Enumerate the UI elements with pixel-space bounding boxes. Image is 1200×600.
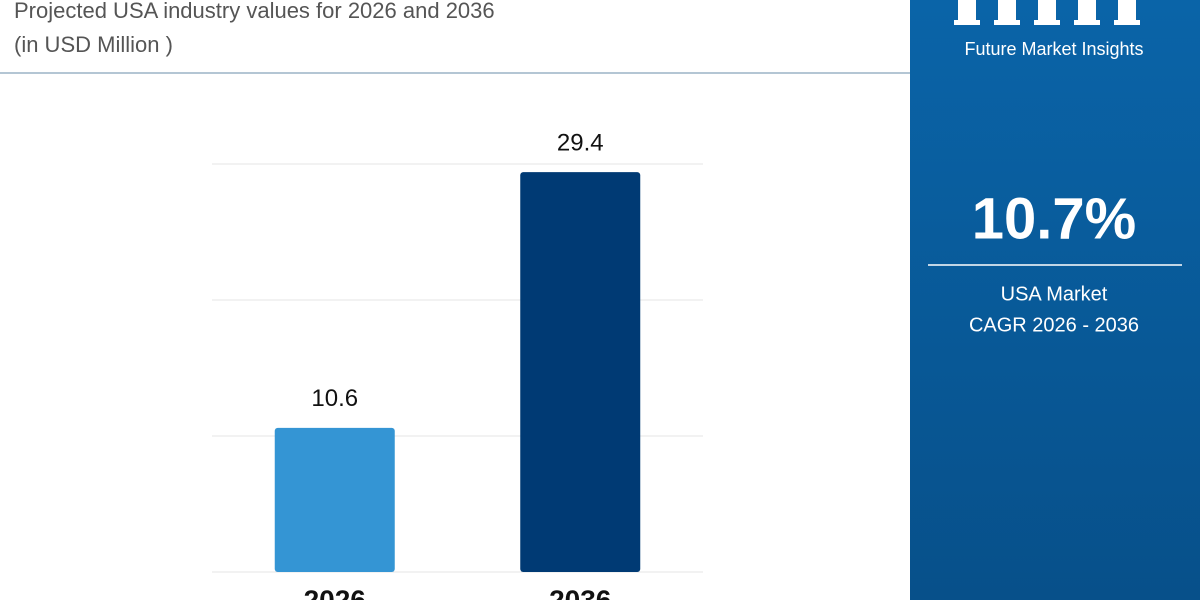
bar [274, 427, 395, 572]
x-tick-label: 2026 [304, 584, 366, 600]
side-panel [910, 0, 1200, 600]
x-tick-label: 2036 [549, 584, 611, 600]
brand: Future Market Insights [964, 39, 1143, 59]
highlight-value: 10.7% [972, 186, 1136, 251]
logo [954, 0, 1140, 25]
value-label: 29.4 [557, 130, 604, 157]
bar [520, 172, 641, 572]
chart-subtitle: (in USD Million ) [14, 32, 173, 57]
value-label: 10.6 [311, 385, 358, 412]
highlight-caption: CAGR 2026 - 2036 [969, 314, 1139, 336]
chart-title: Projected USA industry values for 2026 a… [14, 0, 495, 23]
highlight-caption: USA Market [1001, 283, 1108, 305]
